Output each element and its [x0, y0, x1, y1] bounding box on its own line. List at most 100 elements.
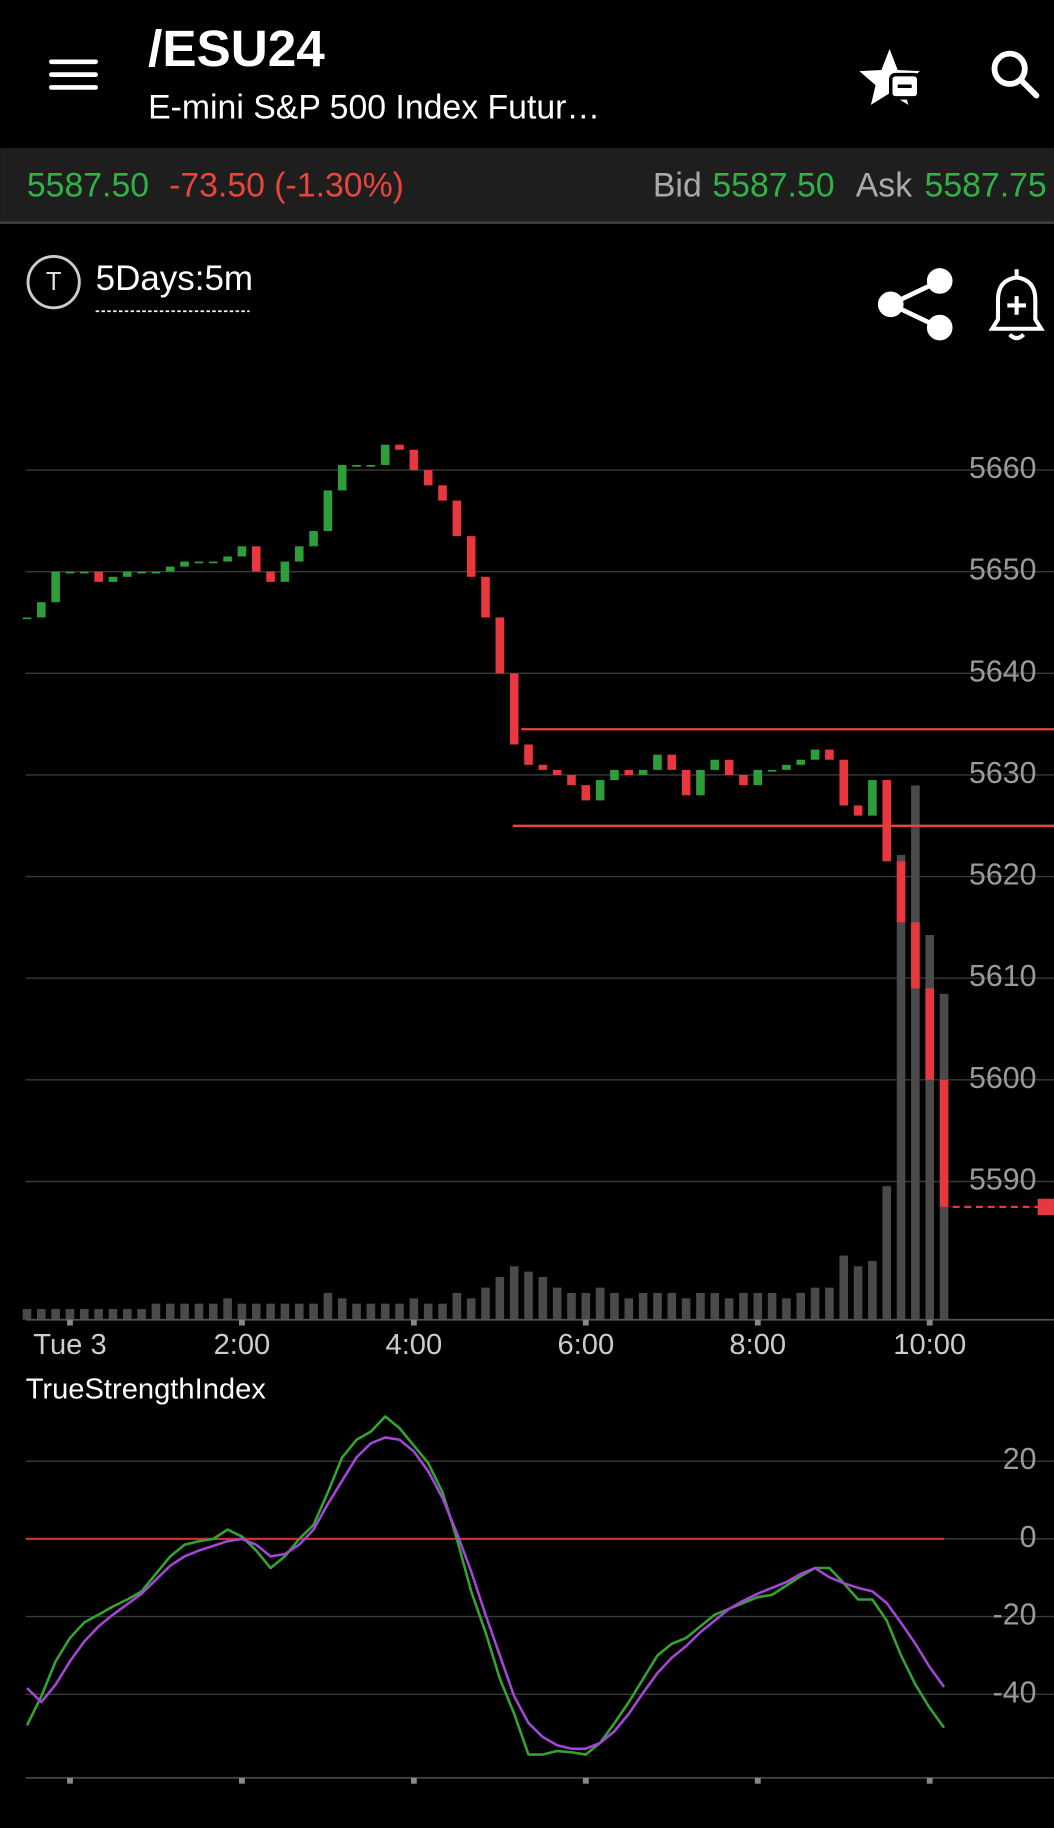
volume-bar	[208, 1303, 218, 1320]
y-tick-label: 5660	[969, 452, 1036, 485]
volume-bar	[710, 1292, 720, 1320]
volume-bar	[251, 1303, 261, 1320]
candle	[681, 769, 691, 796]
volume-bar	[610, 1292, 619, 1320]
x-tick	[754, 1319, 761, 1326]
candle	[495, 617, 505, 674]
candle	[739, 774, 748, 786]
candle	[638, 769, 648, 775]
volume-bar	[696, 1292, 705, 1320]
candle	[22, 617, 32, 620]
volume-bar	[925, 935, 935, 1320]
x-tick	[239, 1777, 245, 1784]
bid-label: Bid	[653, 167, 702, 205]
last-price: 5587.50	[27, 167, 149, 205]
candle	[481, 576, 490, 618]
volume-bar	[839, 1255, 849, 1320]
candle	[925, 988, 935, 1080]
x-tick	[67, 1777, 73, 1784]
y-tick-label: 5620	[969, 859, 1036, 892]
candle	[237, 546, 247, 557]
volume-bar	[466, 1298, 476, 1320]
candle	[194, 561, 204, 564]
share-button[interactable]	[877, 268, 953, 341]
candle	[137, 571, 146, 574]
ask-price: 5587.75	[925, 167, 1047, 205]
candle	[122, 571, 132, 577]
volume-bar	[753, 1292, 763, 1320]
watchlist-button[interactable]	[859, 48, 921, 105]
volume-bar	[509, 1266, 519, 1320]
volume-bar	[94, 1309, 103, 1320]
candle	[767, 769, 777, 772]
volume-bar	[667, 1292, 677, 1320]
candle	[853, 805, 863, 816]
x-tick	[67, 1319, 73, 1326]
share-node	[877, 291, 904, 318]
menu-button[interactable]	[49, 59, 98, 90]
volume-bar	[538, 1276, 548, 1320]
candle	[839, 759, 849, 806]
y-tick-label: -20	[993, 1599, 1037, 1632]
volume-bar	[395, 1303, 404, 1320]
quote-bar	[0, 148, 1054, 223]
bid-price: 5587.50	[712, 167, 834, 205]
price-change: -73.50 (-1.30%)	[169, 167, 404, 205]
volume-bar	[194, 1303, 204, 1320]
symbol: /ESU24	[148, 20, 325, 77]
volume-bar	[567, 1292, 576, 1320]
badge-circle	[26, 255, 81, 310]
volume-bar	[65, 1309, 75, 1320]
ask-label: Ask	[856, 167, 912, 205]
volume-bar	[681, 1298, 691, 1320]
candle	[309, 531, 318, 547]
candle	[825, 749, 834, 760]
candle	[94, 571, 103, 582]
x-tick-label: Tue 3	[33, 1329, 106, 1361]
candle	[51, 571, 60, 603]
candle	[223, 556, 232, 562]
volume-bar	[337, 1298, 347, 1320]
volume-bar	[767, 1292, 777, 1320]
volume-bar	[180, 1303, 189, 1320]
volume-bar	[911, 785, 920, 1320]
alert-button[interactable]	[988, 269, 1045, 341]
y-tick-label: 20	[1003, 1443, 1037, 1476]
volume-bar	[108, 1309, 118, 1320]
candle	[524, 744, 533, 765]
search-handle	[1018, 77, 1040, 99]
candle	[509, 673, 519, 745]
candle	[337, 465, 347, 491]
volume-bar	[495, 1276, 505, 1320]
volume-bar	[825, 1287, 834, 1320]
chart-type-button[interactable]: T	[26, 255, 81, 310]
y-tick-label: 5610	[969, 960, 1036, 993]
candle	[696, 769, 705, 796]
volume-bar	[724, 1298, 734, 1320]
y-tick-label: 0	[1020, 1521, 1037, 1554]
bell-body	[988, 275, 1045, 331]
candle	[581, 785, 591, 801]
candle	[323, 490, 333, 532]
candle	[796, 759, 806, 765]
candle	[882, 780, 892, 862]
search-button[interactable]	[991, 50, 1040, 99]
volume-bar	[294, 1303, 304, 1320]
last-price-marker	[1037, 1198, 1054, 1216]
volume-bar	[151, 1303, 161, 1320]
x-tick	[926, 1777, 933, 1784]
indicator-line	[26, 1436, 946, 1751]
volume-bar	[37, 1309, 46, 1320]
candle	[538, 764, 548, 770]
volume-bar	[810, 1287, 820, 1320]
x-tick-label: 4:00	[386, 1329, 443, 1361]
candle	[280, 561, 290, 582]
volume-bar	[165, 1303, 175, 1320]
x-tick	[754, 1777, 761, 1784]
candle	[911, 922, 920, 989]
candle	[710, 759, 720, 770]
volume-bar	[22, 1309, 32, 1320]
candle	[352, 465, 361, 467]
candle	[753, 769, 763, 786]
period-selector[interactable]: 5Days:5m	[96, 259, 253, 313]
